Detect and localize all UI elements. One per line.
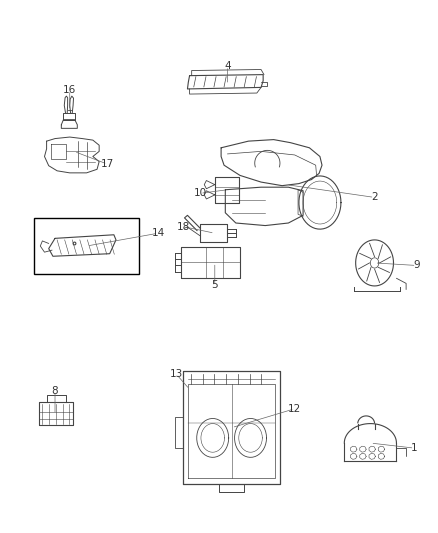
Text: 1: 1 [411,443,418,453]
Text: 2: 2 [371,192,378,203]
Text: 5: 5 [212,280,218,290]
Text: 9: 9 [413,261,420,270]
Text: 10: 10 [194,188,207,198]
Text: 17: 17 [101,159,114,169]
Text: 18: 18 [177,222,190,232]
Text: 13: 13 [170,369,183,379]
Text: 4: 4 [224,61,231,71]
Text: 12: 12 [288,403,301,414]
Text: 14: 14 [152,228,165,238]
Text: 8: 8 [52,386,58,397]
Text: 16: 16 [63,85,76,95]
Bar [34,218,139,274]
